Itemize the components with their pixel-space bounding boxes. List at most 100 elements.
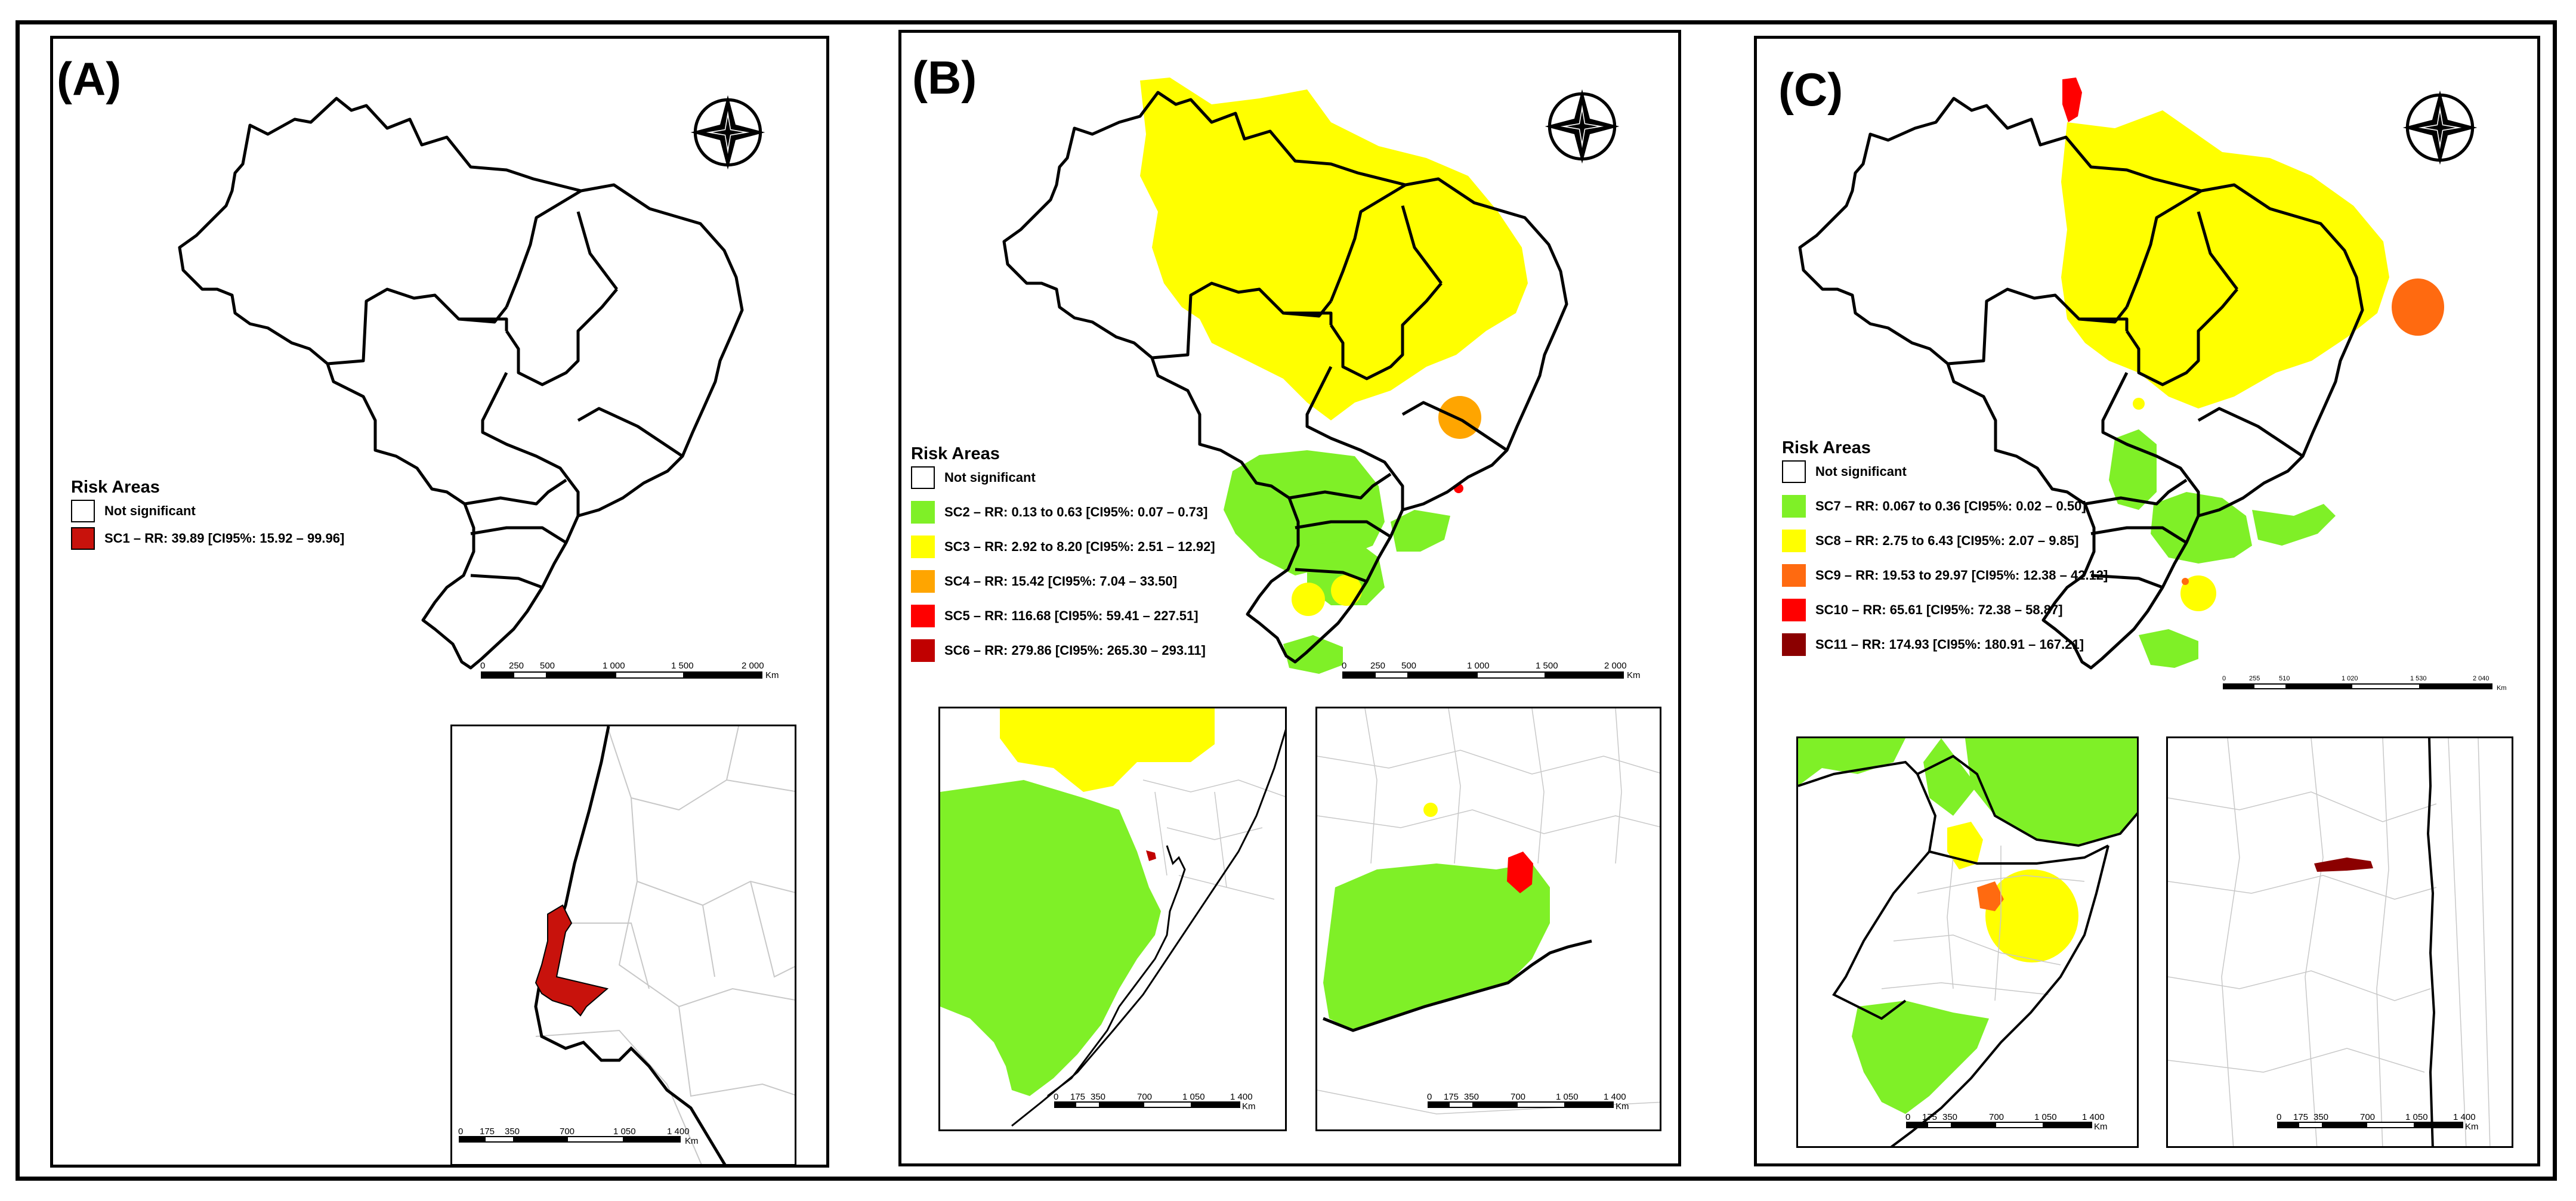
cluster-sc9-region <box>2182 578 2189 585</box>
cluster-sc7-region <box>2252 504 2336 546</box>
legend-label: SC8 – RR: 2.75 to 6.43 [CI95%: 2.07 – 9.… <box>1815 533 2079 548</box>
inset-map: 0 175 350 700 1 050 1 400 Km <box>450 725 796 1166</box>
cluster-sc3-region <box>1331 575 1362 606</box>
cluster-sc8-region <box>1985 869 2078 962</box>
legend-label: SC5 – RR: 116.68 [CI95%: 59.41 – 227.51] <box>944 608 1199 623</box>
legend-label: SC11 – RR: 174.93 [CI95%: 180.91 – 167.2… <box>1815 637 2084 652</box>
scale-tick: 1 400 <box>667 1126 690 1137</box>
cluster-sc2-region <box>1283 635 1343 674</box>
cluster-sc2-region <box>1391 510 1450 552</box>
legend: Risk Areas Not significant SC1 – RR: 39.… <box>71 478 344 552</box>
cluster-sc4-region <box>1438 396 1481 439</box>
scale-tick: 175 <box>480 1126 495 1137</box>
legend-label: SC2 – RR: 0.13 to 0.63 [CI95%: 0.07 – 0.… <box>944 504 1208 519</box>
scale-tick: 175 <box>1922 1112 1937 1122</box>
panel-a: (A) Risk Ar <box>50 36 829 1168</box>
legend-swatch <box>1782 633 1806 656</box>
legend-swatch <box>1782 599 1806 621</box>
inset-map: 0 175 350 700 1 050 1 400 Km <box>2166 736 2513 1148</box>
legend-swatch <box>911 501 935 524</box>
cluster-sc7-region <box>1798 738 1905 786</box>
scale-tick: 1 500 <box>671 661 694 671</box>
legend-item-sc9: SC9 – RR: 19.53 to 29.97 [CI95%: 12.38 –… <box>1782 562 2108 589</box>
panel-label: (C) <box>1778 63 1843 116</box>
legend-item-sc5: SC5 – RR: 116.68 [CI95%: 59.41 – 227.51] <box>911 602 1215 630</box>
scale-tick: 175 <box>1444 1092 1459 1102</box>
scale-tick: 350 <box>1464 1092 1479 1102</box>
scale-tick: 175 <box>2293 1112 2308 1122</box>
legend-item-sc8: SC8 – RR: 2.75 to 6.43 [CI95%: 2.07 – 9.… <box>1782 527 2108 555</box>
scale-tick: 1 050 <box>2405 1112 2428 1122</box>
cluster-sc2-region <box>940 780 1161 1096</box>
cluster-sc9-region <box>2392 278 2444 336</box>
scale-tick: 1 050 <box>1182 1092 1205 1102</box>
legend-title: Risk Areas <box>71 478 160 497</box>
panel-label: (A) <box>57 52 122 105</box>
scale-tick: 700 <box>1511 1092 1525 1102</box>
scale-tick: 250 <box>509 661 524 671</box>
scale-unit: Km <box>1627 670 1641 680</box>
scale-tick: 700 <box>560 1126 574 1137</box>
scale-tick: 700 <box>2360 1112 2375 1122</box>
inset-scale-bar: 0 175 350 700 1 050 1 400 Km <box>1905 1112 2137 1144</box>
scale-tick: 0 <box>1427 1092 1432 1102</box>
scale-tick: 0 <box>480 661 485 671</box>
inset-scale-bar: 0 175 350 700 1 050 1 400 Km <box>1054 1091 1285 1124</box>
scale-tick: 350 <box>1942 1112 1957 1122</box>
scale-bar: 0 255 510 1 020 1 530 2 040 Km <box>2222 671 2532 704</box>
scale-tick: 350 <box>505 1126 520 1137</box>
legend-swatch <box>1782 495 1806 518</box>
legend-item-not-significant: Not significant <box>71 497 344 525</box>
scale-unit: Km <box>2497 685 2507 692</box>
legend-swatch <box>911 605 935 627</box>
brazil-map <box>901 33 1677 704</box>
legend-swatch <box>1782 460 1806 483</box>
inset-scale-bar: 0 175 350 700 1 050 1 400 Km <box>2277 1112 2512 1144</box>
scale-tick: 175 <box>1070 1092 1085 1102</box>
legend-swatch <box>911 570 935 593</box>
inset-scale-bar: 0 175 350 700 1 050 1 400 Km <box>458 1126 756 1159</box>
legend-label: SC3 – RR: 2.92 to 8.20 [CI95%: 2.51 – 12… <box>944 539 1215 554</box>
legend-item-sc6: SC6 – RR: 279.86 [CI95%: 265.30 – 293.11… <box>911 637 1215 664</box>
scale-tick: 2 000 <box>1604 661 1627 671</box>
legend-swatch <box>71 527 95 550</box>
cluster-sc6-region <box>1146 850 1156 861</box>
scale-tick: 1 050 <box>1556 1092 1579 1102</box>
cluster-sc8-region <box>2061 110 2389 408</box>
inset-map: 0 175 350 700 1 050 1 400 Km <box>1796 736 2139 1148</box>
scale-tick: 0 <box>2222 675 2226 682</box>
cluster-sc7-region <box>2139 629 2198 668</box>
scale-unit: Km <box>2094 1122 2108 1132</box>
scale-tick: 2 000 <box>742 661 764 671</box>
scale-tick: 1 000 <box>603 661 625 671</box>
scale-tick: 1 500 <box>1536 661 1558 671</box>
scale-tick: 0 <box>458 1126 463 1137</box>
legend-label: SC10 – RR: 65.61 [CI95%: 72.38 – 58.87] <box>1815 602 2063 617</box>
legend-swatch <box>71 500 95 522</box>
cluster-sc3-region <box>1292 583 1325 616</box>
cluster-sc2-region <box>1323 863 1550 1030</box>
scale-tick: 510 <box>2279 675 2290 682</box>
scale-tick: 1 400 <box>1230 1092 1253 1102</box>
cluster-sc5-region <box>1507 852 1533 893</box>
legend-item-not-significant: Not significant <box>1782 458 2108 485</box>
scale-unit: Km <box>2465 1122 2479 1132</box>
cluster-sc7-region <box>2151 492 2252 564</box>
scale-tick: 1 050 <box>613 1126 636 1137</box>
panel-b: (B) <box>898 30 1681 1166</box>
legend-swatch <box>911 639 935 662</box>
scale-unit: Km <box>1242 1101 1256 1112</box>
panel-label: (B) <box>912 51 977 104</box>
scale-tick: 350 <box>2314 1112 2328 1122</box>
brazil-map <box>53 39 826 728</box>
scale-tick: 1 020 <box>2342 675 2358 682</box>
legend-label: Not significant <box>1815 464 1907 479</box>
cluster-sc7-region <box>1965 738 2137 846</box>
cluster-sc3-region <box>1140 78 1528 420</box>
cluster-sc11-region <box>2314 858 2373 872</box>
legend-label: SC7 – RR: 0.067 to 0.36 [CI95%: 0.02 – 0… <box>1815 499 2086 513</box>
legend-item-not-significant: Not significant <box>911 464 1215 491</box>
scale-tick: 1 400 <box>2082 1112 2105 1122</box>
legend: Risk Areas Not significant SC2 – RR: 0.1… <box>911 444 1215 664</box>
panel-c: (C) <box>1754 36 2540 1166</box>
